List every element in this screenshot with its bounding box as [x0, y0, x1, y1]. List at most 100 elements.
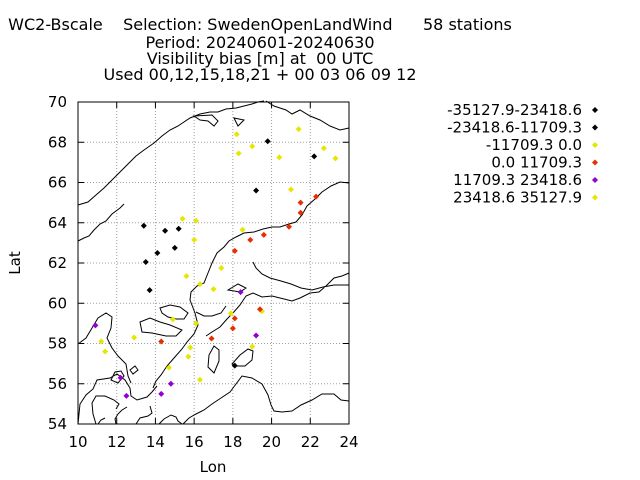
y-axis-label: Lat [6, 251, 24, 275]
data-point-series-2 [162, 227, 169, 234]
legend-label: -11709.3 0.0 [486, 136, 582, 154]
x-tick-label: 10 [68, 433, 87, 451]
data-point-series-4 [260, 231, 267, 238]
data-point-series-3 [187, 344, 194, 351]
data-point-series-4 [229, 325, 236, 332]
data-point-series-3 [193, 217, 200, 224]
data-point-series-2 [253, 187, 260, 194]
data-point-series-3 [218, 265, 225, 272]
legend-marker [592, 159, 598, 166]
data-point-series-3 [191, 236, 198, 243]
data-point-series-5 [123, 392, 130, 399]
data-point-series-2 [264, 138, 271, 145]
data-point-series-3 [98, 338, 105, 345]
x-tick-label: 16 [185, 433, 204, 451]
data-point-series-3 [131, 334, 138, 341]
axis-ticks [77, 101, 350, 425]
chart-title: WC2-Bscale Selection: SwedenOpenLandWind… [8, 15, 512, 34]
legend-marker [592, 142, 598, 148]
data-point-series-2 [175, 225, 182, 232]
data-point-series-4 [313, 193, 320, 200]
legend-label: 11709.3 23418.6 [453, 171, 582, 189]
data-point-series-5 [158, 390, 165, 397]
data-point-series-3 [196, 281, 203, 288]
data-point-series-5 [253, 332, 260, 339]
y-tick-label: 62 [48, 254, 67, 272]
legend-label: 23418.6 35127.9 [453, 189, 582, 207]
legend-marker [592, 107, 598, 113]
data-point-series-4 [231, 247, 238, 254]
data-points [92, 126, 339, 399]
data-point-series-4 [285, 223, 292, 230]
x-axis-tick-labels: 10 12 14 16 18 20 22 24 [68, 433, 358, 451]
data-point-series-3 [295, 126, 302, 133]
data-point-series-2 [146, 287, 153, 294]
legend-label: -35127.9-23418.6 [447, 101, 582, 119]
data-point-series-3 [169, 316, 176, 323]
data-point-series-5 [237, 289, 244, 296]
data-point-series-4 [158, 338, 165, 345]
data-point-series-3 [179, 215, 186, 222]
data-point-series-3 [233, 131, 240, 138]
x-tick-label: 12 [107, 433, 126, 451]
data-point-series-3 [235, 150, 242, 157]
data-point-series-3 [227, 310, 234, 317]
y-tick-label: 54 [48, 415, 67, 433]
chart-subtitle: Visibility bias [m] at 00 UTC [146, 49, 374, 68]
legend-label: 0.0 11709.3 [491, 154, 582, 172]
data-point-series-2 [140, 222, 147, 229]
data-point-series-3 [332, 155, 339, 162]
legend-marker [592, 194, 598, 201]
x-axis-label: Lon [200, 458, 227, 476]
data-point-series-3 [193, 320, 200, 327]
data-point-series-2 [231, 362, 238, 369]
data-point-series-3 [165, 364, 172, 371]
data-point-series-3 [287, 186, 294, 193]
data-point-series-3 [185, 353, 192, 360]
chart-used-hours: Used 00,12,15,18,21 + 00 03 06 09 12 [103, 65, 417, 84]
data-point-series-2 [171, 244, 178, 251]
coastline-map [77, 100, 350, 425]
data-point-series-5 [92, 322, 99, 329]
legend-marker [592, 177, 598, 183]
x-tick-label: 14 [146, 433, 165, 451]
data-point-series-2 [154, 249, 161, 256]
data-point-series-2 [311, 153, 318, 160]
legend-marker [592, 124, 598, 131]
data-point-series-4 [208, 335, 215, 342]
data-point-series-4 [256, 306, 263, 313]
data-point-series-3 [320, 145, 327, 152]
y-tick-label: 70 [48, 93, 67, 111]
chart-period: Period: 20240601-20240630 [145, 33, 375, 52]
data-point-series-3 [276, 154, 283, 161]
legend: -35127.9-23418.6-23418.6-11709.3-11709.3… [447, 101, 598, 207]
grid [78, 102, 349, 424]
legend-label: -23418.6-11709.3 [447, 119, 582, 137]
data-point-series-3 [249, 143, 256, 150]
data-point-series-5 [167, 380, 174, 387]
data-point-series-4 [297, 199, 304, 206]
data-point-series-3 [210, 286, 217, 293]
y-axis-tick-labels: 54 56 58 60 62 64 66 68 70 [48, 93, 67, 433]
data-point-series-4 [297, 209, 304, 216]
y-tick-label: 56 [48, 375, 67, 393]
y-tick-label: 68 [48, 133, 67, 151]
y-tick-label: 58 [48, 335, 67, 353]
x-tick-label: 20 [262, 433, 281, 451]
data-point-series-3 [249, 343, 256, 350]
data-point-series-4 [247, 236, 254, 243]
y-tick-label: 60 [48, 294, 67, 312]
x-tick-label: 22 [301, 433, 320, 451]
data-point-series-3 [239, 226, 246, 233]
data-point-series-2 [142, 258, 149, 265]
y-tick-label: 66 [48, 174, 67, 192]
x-tick-label: 24 [339, 433, 358, 451]
data-point-series-5 [117, 374, 124, 381]
y-tick-label: 64 [48, 214, 67, 232]
data-point-series-3 [102, 348, 109, 355]
data-point-series-4 [231, 315, 238, 322]
data-point-series-3 [196, 376, 203, 383]
x-tick-label: 18 [223, 433, 242, 451]
data-point-series-3 [183, 273, 190, 280]
